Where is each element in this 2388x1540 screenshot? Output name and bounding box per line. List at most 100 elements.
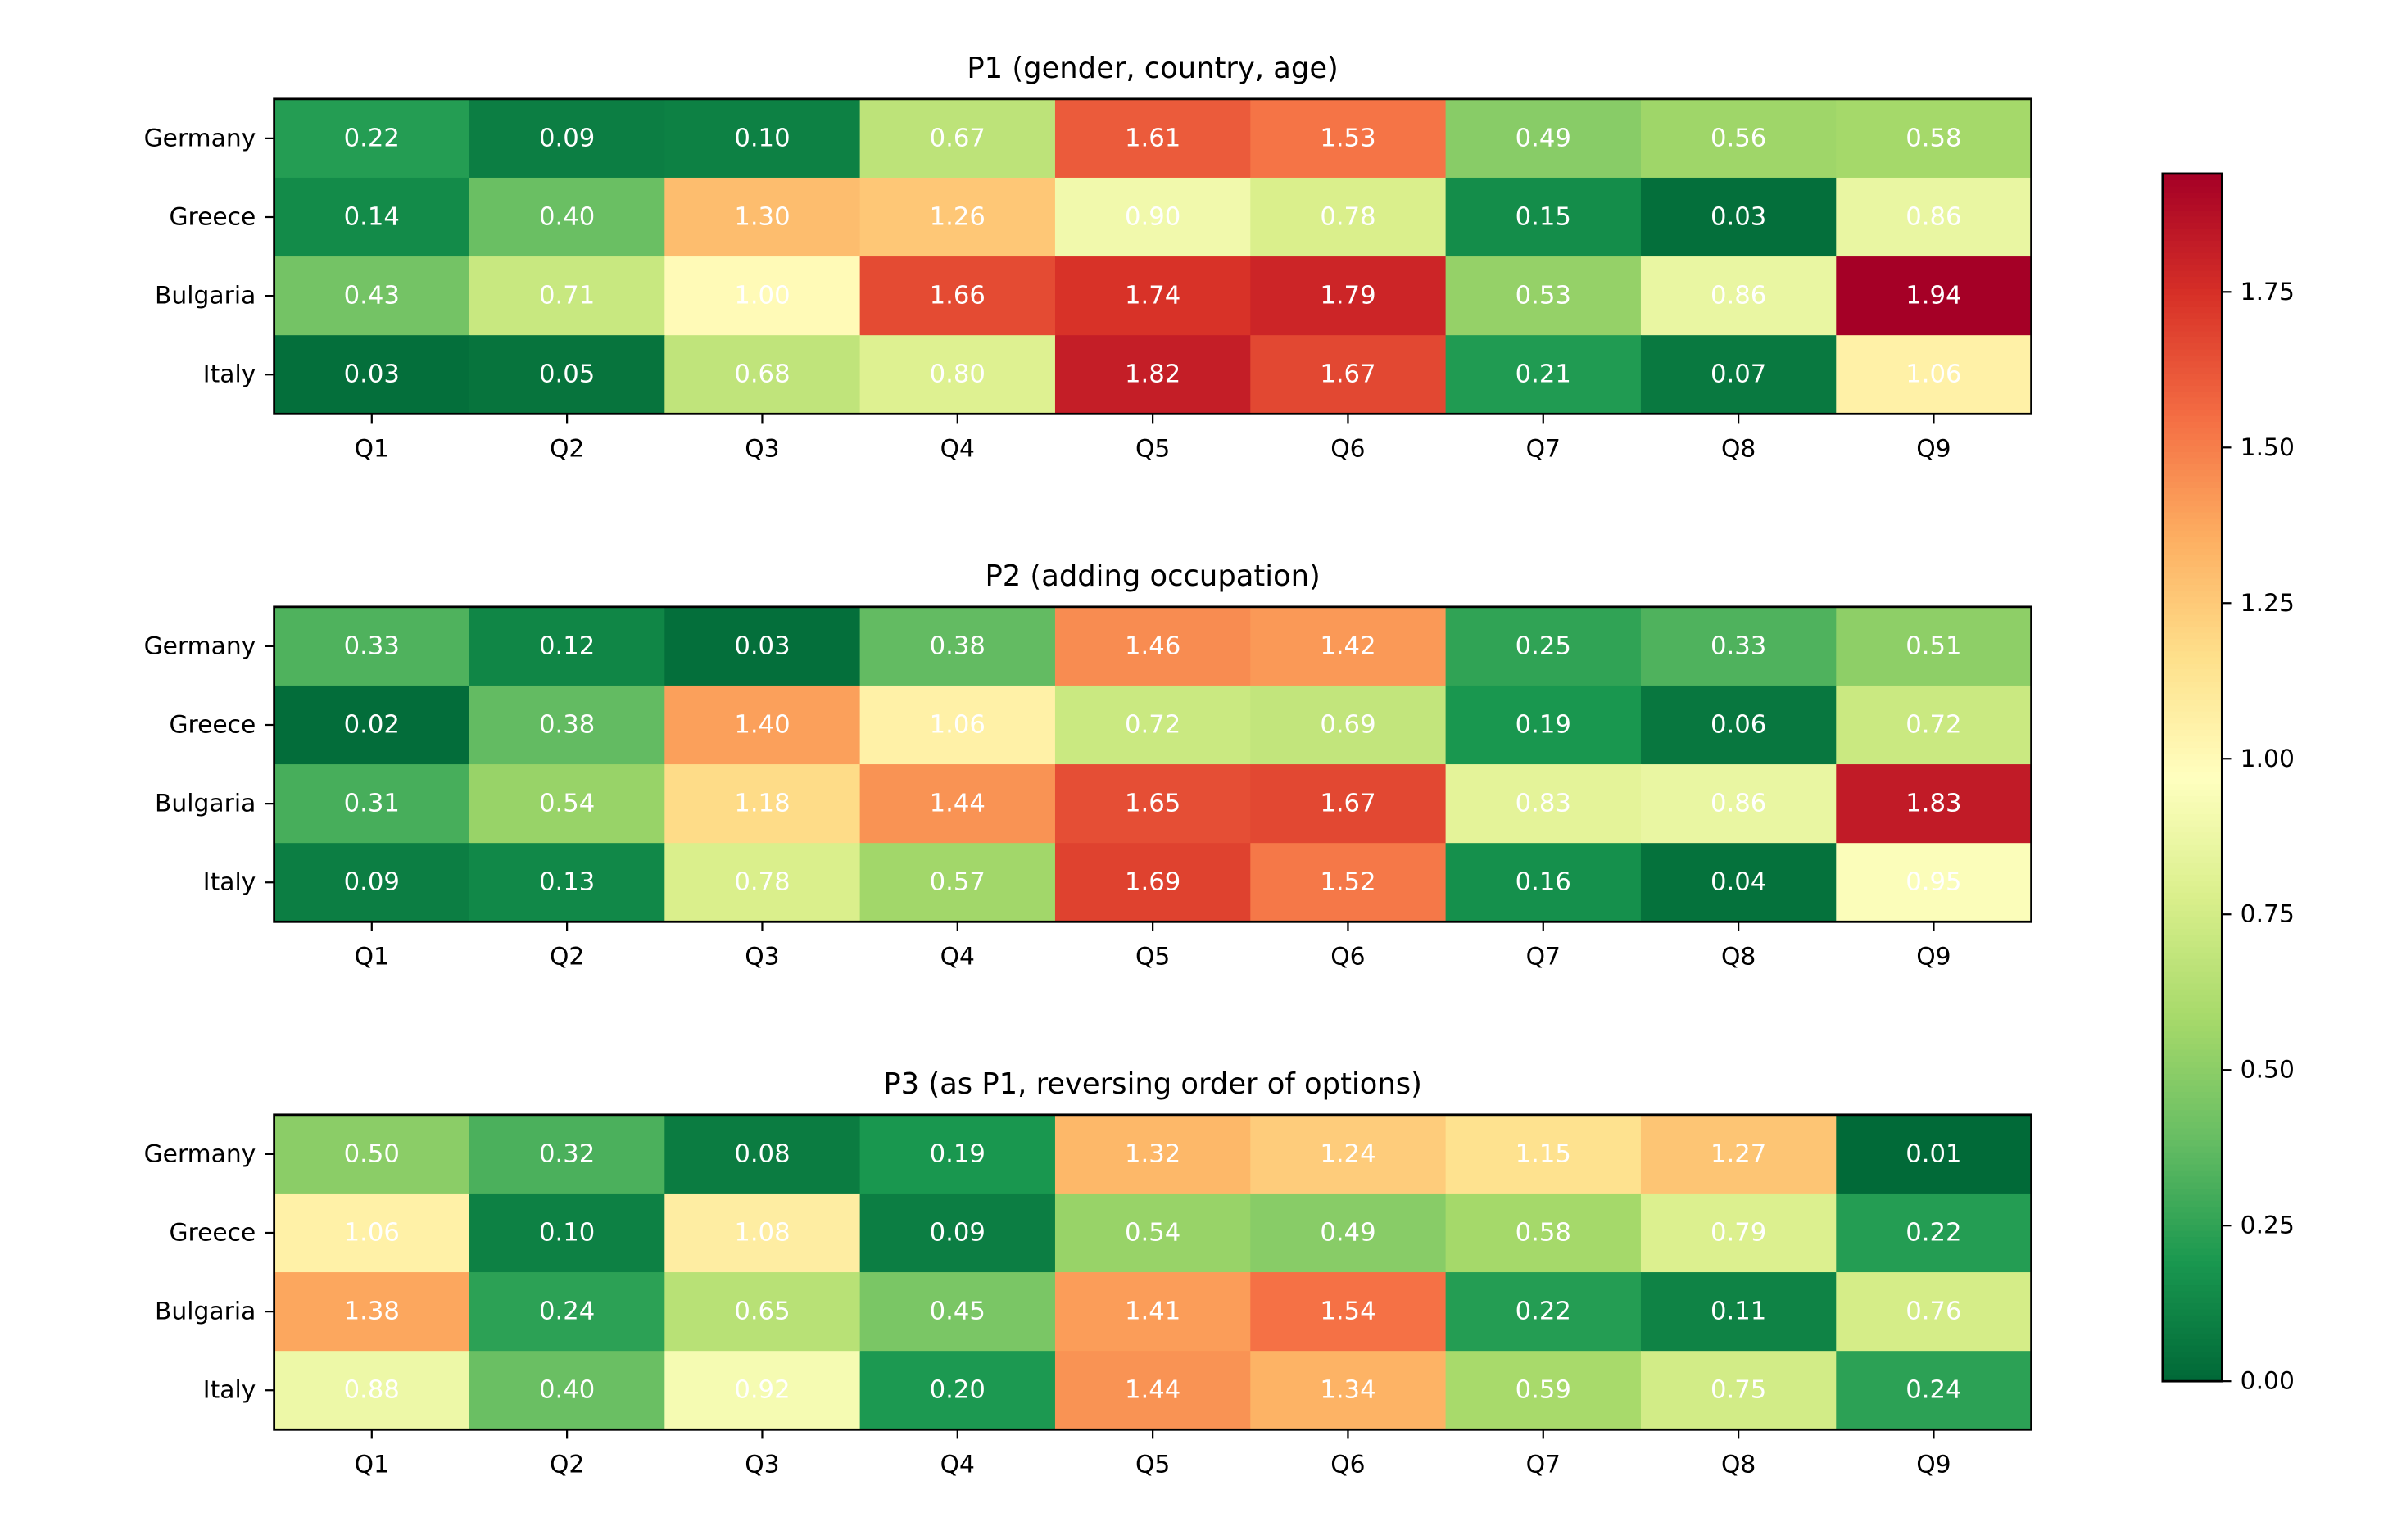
colorbar-segment bbox=[2162, 312, 2223, 319]
heatmap-cell bbox=[1250, 1114, 1447, 1194]
heatmap-cell bbox=[1640, 98, 1837, 179]
x-tick-label: Q8 bbox=[1721, 942, 1756, 971]
colorbar-tick-label: 1.25 bbox=[2241, 589, 2295, 618]
heatmap-cell bbox=[469, 98, 665, 179]
panel-title: P2 (adding occupation) bbox=[985, 559, 1320, 593]
colorbar-segment bbox=[2162, 1375, 2223, 1382]
cell-value-label: 1.67 bbox=[1320, 790, 1375, 818]
heatmap-cell bbox=[1836, 764, 2032, 844]
heatmap-cell bbox=[1445, 843, 1642, 922]
colorbar-segment bbox=[2162, 807, 2223, 815]
colorbar-segment bbox=[2162, 348, 2223, 356]
colorbar-segment bbox=[2162, 1308, 2223, 1316]
colorbar-segment bbox=[2162, 952, 2223, 959]
colorbar-segment bbox=[2162, 904, 2223, 912]
cell-value-label: 1.08 bbox=[734, 1218, 790, 1247]
heatmap-cell bbox=[469, 177, 665, 257]
cell-value-label: 1.34 bbox=[1320, 1376, 1375, 1405]
colorbar-segment bbox=[2162, 1049, 2223, 1056]
cell-value-label: 0.22 bbox=[1905, 1218, 1961, 1247]
cell-value-label: 1.06 bbox=[1905, 360, 1961, 389]
colorbar-segment bbox=[2162, 1248, 2223, 1256]
heatmap-cell bbox=[859, 335, 1056, 414]
colorbar-segment bbox=[2162, 1139, 2223, 1147]
colorbar-segment bbox=[2162, 668, 2223, 676]
heatmap-cell bbox=[1836, 1114, 2032, 1194]
heatmap-cell bbox=[859, 843, 1056, 922]
cell-value-label: 1.26 bbox=[930, 203, 986, 232]
colorbar-segment bbox=[2162, 771, 2223, 778]
colorbar-segment bbox=[2162, 1369, 2223, 1376]
cell-value-label: 0.25 bbox=[1516, 632, 1571, 660]
colorbar-segment bbox=[2162, 862, 2223, 869]
colorbar-segment bbox=[2162, 270, 2223, 278]
colorbar-segment bbox=[2162, 735, 2223, 742]
colorbar-segment bbox=[2162, 409, 2223, 416]
x-tick-label: Q8 bbox=[1721, 434, 1756, 463]
colorbar-segment bbox=[2162, 306, 2223, 314]
colorbar: 0.00 0.25 0.50 0.75 1.00 1.25 1.50 1.75 bbox=[2161, 172, 2295, 1396]
cell-value-label: 0.78 bbox=[734, 868, 790, 897]
colorbar-segment bbox=[2162, 1254, 2223, 1261]
heatmap-cell bbox=[1836, 335, 2032, 414]
cell-value-label: 0.38 bbox=[930, 632, 986, 660]
heatmap-cell bbox=[469, 843, 665, 922]
colorbar-frame bbox=[2161, 172, 2223, 1383]
cell-value-label: 1.53 bbox=[1320, 124, 1375, 152]
cell-value-label: 0.08 bbox=[734, 1139, 790, 1168]
colorbar-segment bbox=[2162, 1097, 2223, 1104]
heatmap-cell bbox=[859, 606, 1056, 686]
heatmap-cell bbox=[1836, 685, 2032, 765]
colorbar-segment bbox=[2162, 378, 2223, 386]
colorbar-segment bbox=[2162, 396, 2223, 404]
panel-title: P3 (as P1, reversing order of options) bbox=[883, 1067, 1422, 1101]
colorbar-segment bbox=[2162, 403, 2223, 410]
heatmap-cell bbox=[1250, 1272, 1447, 1352]
colorbar-segment bbox=[2162, 1290, 2223, 1298]
colorbar-segment bbox=[2162, 433, 2223, 441]
colorbar-segment bbox=[2162, 681, 2223, 688]
colorbar-segment bbox=[2162, 373, 2223, 380]
colorbar-segment bbox=[2162, 880, 2223, 887]
heatmap-panel-3: P3 (as P1, reversing order of options) 0.… bbox=[144, 1067, 2033, 1479]
cell-value-label: 1.83 bbox=[1905, 790, 1961, 818]
heatmap-cell bbox=[1445, 335, 1642, 414]
colorbar-segment bbox=[2162, 1103, 2223, 1111]
heatmap-cell bbox=[664, 256, 861, 336]
colorbar-segment bbox=[2162, 1007, 2223, 1014]
heatmap-cell bbox=[664, 1351, 861, 1430]
cell-value-label: 0.56 bbox=[1711, 124, 1766, 152]
cell-value-label: 0.57 bbox=[930, 868, 986, 897]
colorbar-segment bbox=[2162, 469, 2223, 477]
colorbar-segment bbox=[2162, 366, 2223, 374]
colorbar-segment bbox=[2162, 982, 2223, 990]
colorbar-segment bbox=[2162, 1109, 2223, 1116]
colorbar-segment bbox=[2162, 729, 2223, 736]
cell-value-label: 0.80 bbox=[930, 360, 986, 389]
colorbar-segment bbox=[2162, 789, 2223, 796]
cell-value-label: 0.50 bbox=[344, 1139, 400, 1168]
colorbar-segment bbox=[2162, 989, 2223, 996]
colorbar-segment bbox=[2162, 1157, 2223, 1165]
heatmap-cell bbox=[469, 1351, 665, 1430]
heatmap-cell bbox=[1836, 1193, 2032, 1273]
heatmap-cell bbox=[1836, 256, 2032, 336]
colorbar-segment bbox=[2162, 1121, 2223, 1129]
heatmap-cell bbox=[1640, 606, 1837, 686]
heatmap-cell bbox=[1250, 256, 1447, 336]
colorbar-tick-label: 1.00 bbox=[2241, 745, 2295, 773]
cell-value-label: 0.90 bbox=[1125, 203, 1180, 232]
heatmap-cell bbox=[274, 177, 470, 257]
x-tick-label: Q3 bbox=[745, 1450, 779, 1479]
heatmap-cell bbox=[1445, 1193, 1642, 1273]
colorbar-segment bbox=[2162, 844, 2223, 851]
cell-value-label: 0.33 bbox=[1711, 632, 1766, 660]
cell-value-label: 0.54 bbox=[539, 790, 595, 818]
colorbar-tick-label: 0.25 bbox=[2241, 1212, 2295, 1240]
colorbar-segment bbox=[2162, 801, 2223, 808]
colorbar-segment bbox=[2162, 499, 2223, 507]
colorbar-segment bbox=[2162, 831, 2223, 839]
colorbar-segment bbox=[2162, 590, 2223, 597]
heatmap-cell bbox=[274, 98, 470, 179]
colorbar-segment bbox=[2162, 753, 2223, 760]
